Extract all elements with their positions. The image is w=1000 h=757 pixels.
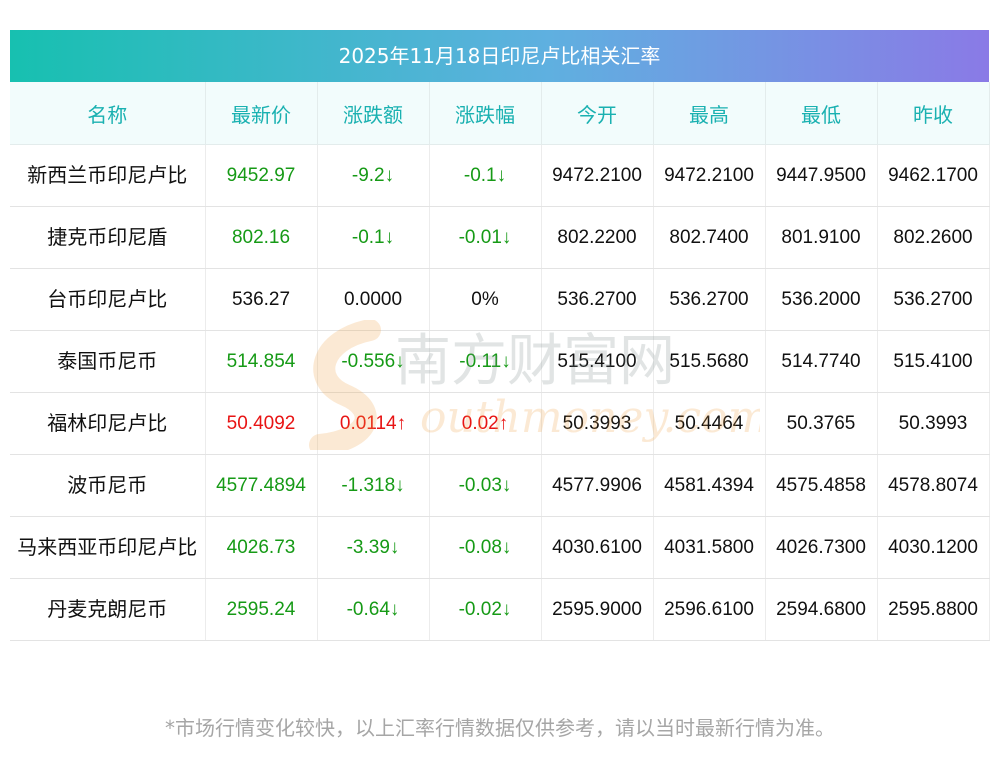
cell-latest-price: 802.16 bbox=[205, 206, 318, 269]
cell-high: 2596.6100 bbox=[653, 578, 766, 641]
cell-change-pct: -0.1↓ bbox=[429, 144, 542, 207]
cell-low: 536.2000 bbox=[765, 268, 878, 331]
table-row: 马来西亚币印尼卢比 4026.73 -3.39↓ -0.08↓ 4030.6100 403… bbox=[10, 516, 990, 579]
cell-change-pct: -0.08↓ bbox=[429, 516, 542, 579]
cell-prev-close: 9462.1700 bbox=[877, 144, 990, 207]
cell-change-pct: -0.02↓ bbox=[429, 578, 542, 641]
col-header-price: 最新价 bbox=[205, 82, 318, 145]
cell-prev-close: 50.3993 bbox=[877, 392, 990, 455]
table-row: 台币印尼卢比 536.27 0.0000 0% 536.2700 536.2700 536.… bbox=[10, 268, 990, 331]
cell-open: 4030.6100 bbox=[541, 516, 654, 579]
table-title: 2025年11月18日印尼卢比相关汇率 bbox=[10, 30, 989, 82]
cell-latest-price: 514.854 bbox=[205, 330, 318, 393]
cell-open: 9472.2100 bbox=[541, 144, 654, 207]
cell-latest-price: 536.27 bbox=[205, 268, 318, 331]
cell-change-pct: 0.02↑ bbox=[429, 392, 542, 455]
cell-low: 4575.4858 bbox=[765, 454, 878, 517]
cell-change-pct: 0% bbox=[429, 268, 542, 331]
cell-currency-name: 台币印尼卢比 bbox=[10, 268, 206, 331]
cell-change: 0.0000 bbox=[317, 268, 430, 331]
cell-open: 4577.9906 bbox=[541, 454, 654, 517]
cell-currency-name: 新西兰币印尼卢比 bbox=[10, 144, 206, 207]
cell-low: 9447.9500 bbox=[765, 144, 878, 207]
cell-change: -9.2↓ bbox=[317, 144, 430, 207]
cell-change-pct: -0.03↓ bbox=[429, 454, 542, 517]
col-header-name: 名称 bbox=[10, 82, 206, 145]
cell-currency-name: 马来西亚币印尼卢比 bbox=[10, 516, 206, 579]
cell-change: -0.556↓ bbox=[317, 330, 430, 393]
cell-latest-price: 9452.97 bbox=[205, 144, 318, 207]
cell-low: 2594.6800 bbox=[765, 578, 878, 641]
cell-currency-name: 泰国币尼币 bbox=[10, 330, 206, 393]
cell-change-pct: -0.11↓ bbox=[429, 330, 542, 393]
col-header-high: 最高 bbox=[653, 82, 766, 145]
cell-latest-price: 4026.73 bbox=[205, 516, 318, 579]
col-header-open: 今开 bbox=[541, 82, 654, 145]
cell-low: 4026.7300 bbox=[765, 516, 878, 579]
cell-open: 2595.9000 bbox=[541, 578, 654, 641]
cell-high: 4581.4394 bbox=[653, 454, 766, 517]
cell-currency-name: 波币尼币 bbox=[10, 454, 206, 517]
cell-currency-name: 丹麦克朗尼币 bbox=[10, 578, 206, 641]
table-row: 泰国币尼币 514.854 -0.556↓ -0.11↓ 515.4100 515.568… bbox=[10, 330, 990, 393]
cell-latest-price: 2595.24 bbox=[205, 578, 318, 641]
rate-table-container: 2025年11月18日印尼卢比相关汇率 名称 最新价 涨跌额 涨跌幅 今开 最高… bbox=[10, 30, 990, 641]
cell-high: 4031.5800 bbox=[653, 516, 766, 579]
cell-prev-close: 2595.8800 bbox=[877, 578, 990, 641]
cell-prev-close: 802.2600 bbox=[877, 206, 990, 269]
cell-open: 50.3993 bbox=[541, 392, 654, 455]
cell-low: 801.9100 bbox=[765, 206, 878, 269]
cell-change: -0.64↓ bbox=[317, 578, 430, 641]
header-row: 名称 最新价 涨跌额 涨跌幅 今开 最高 最低 昨收 bbox=[10, 82, 990, 145]
table-row: 波币尼币 4577.4894 -1.318↓ -0.03↓ 4577.9906 4581.… bbox=[10, 454, 990, 517]
cell-change-pct: -0.01↓ bbox=[429, 206, 542, 269]
cell-low: 514.7740 bbox=[765, 330, 878, 393]
cell-high: 536.2700 bbox=[653, 268, 766, 331]
cell-currency-name: 福林印尼卢比 bbox=[10, 392, 206, 455]
cell-low: 50.3765 bbox=[765, 392, 878, 455]
cell-prev-close: 536.2700 bbox=[877, 268, 990, 331]
footnote: *市场行情变化较快，以上汇率行情数据仅供参考，请以当时最新行情为准。 bbox=[165, 716, 835, 740]
table-row: 福林印尼卢比 50.4092 0.0114↑ 0.02↑ 50.3993 50.4464 5… bbox=[10, 392, 990, 455]
cell-high: 515.5680 bbox=[653, 330, 766, 393]
cell-change: 0.0114↑ bbox=[317, 392, 430, 455]
cell-prev-close: 4578.8074 bbox=[877, 454, 990, 517]
cell-prev-close: 515.4100 bbox=[877, 330, 990, 393]
cell-open: 515.4100 bbox=[541, 330, 654, 393]
cell-open: 802.2200 bbox=[541, 206, 654, 269]
exchange-rate-table: 名称 最新价 涨跌额 涨跌幅 今开 最高 最低 昨收 新西兰币印尼卢比 9452.… bbox=[10, 82, 990, 641]
cell-high: 50.4464 bbox=[653, 392, 766, 455]
cell-high: 802.7400 bbox=[653, 206, 766, 269]
col-header-change: 涨跌额 bbox=[317, 82, 430, 145]
table-row: 新西兰币印尼卢比 9452.97 -9.2↓ -0.1↓ 9472.2100 9472.2… bbox=[10, 144, 990, 207]
cell-latest-price: 50.4092 bbox=[205, 392, 318, 455]
col-header-pct: 涨跌幅 bbox=[429, 82, 542, 145]
cell-change: -0.1↓ bbox=[317, 206, 430, 269]
table-row: 捷克币印尼盾 802.16 -0.1↓ -0.01↓ 802.2200 802.7400 8… bbox=[10, 206, 990, 269]
table-row: 丹麦克朗尼币 2595.24 -0.64↓ -0.02↓ 2595.9000 2596.6… bbox=[10, 578, 990, 641]
cell-open: 536.2700 bbox=[541, 268, 654, 331]
cell-change: -1.318↓ bbox=[317, 454, 430, 517]
cell-high: 9472.2100 bbox=[653, 144, 766, 207]
col-header-low: 最低 bbox=[765, 82, 878, 145]
cell-latest-price: 4577.4894 bbox=[205, 454, 318, 517]
cell-currency-name: 捷克币印尼盾 bbox=[10, 206, 206, 269]
cell-change: -3.39↓ bbox=[317, 516, 430, 579]
col-header-prev: 昨收 bbox=[877, 82, 990, 145]
cell-prev-close: 4030.1200 bbox=[877, 516, 990, 579]
